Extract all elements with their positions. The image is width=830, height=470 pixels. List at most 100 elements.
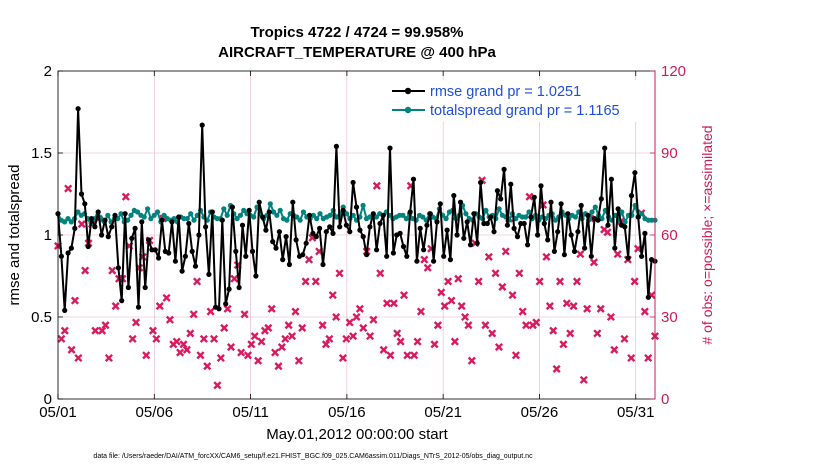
obs-marker-stroke-b — [382, 299, 392, 308]
obs-marker-stroke-b — [77, 220, 86, 229]
obs-marker — [288, 332, 297, 341]
rmse-point — [58, 253, 64, 259]
chart-title-line2: AIRCRAFT_TEMPERATURE @ 400 hPa — [218, 44, 496, 61]
rmse-point — [501, 166, 507, 172]
totalspread-point — [251, 214, 257, 220]
obs-marker — [152, 334, 161, 343]
rmse-point — [256, 199, 262, 205]
obs-marker — [64, 184, 73, 193]
obs-marker — [247, 340, 256, 349]
obs-marker-stroke-b — [413, 337, 422, 346]
x-tick-label-6: 05/31 — [617, 404, 655, 421]
rmse-point — [189, 248, 195, 254]
obs-marker — [522, 321, 531, 330]
rmse-point — [206, 271, 212, 277]
rmse-point — [441, 253, 447, 259]
totalspread-point — [65, 216, 71, 222]
obs-markers — [53, 176, 660, 390]
rmse-point — [156, 255, 162, 261]
totalspread-point — [68, 219, 74, 225]
obs-marker — [481, 321, 490, 330]
rmse-point — [266, 209, 272, 215]
rmse-point — [233, 248, 239, 254]
obs-marker-stroke-b — [342, 334, 351, 343]
obs-marker-stroke-b — [532, 318, 541, 327]
obs-marker — [532, 318, 541, 327]
rmse-point — [196, 232, 202, 238]
rmse-point — [115, 265, 121, 271]
rmse-point — [249, 248, 256, 254]
rmse-point — [575, 229, 581, 235]
obs-marker — [430, 340, 439, 349]
obs-marker-stroke-b — [501, 247, 510, 256]
rmse-point — [367, 224, 373, 230]
rmse-point — [273, 245, 279, 251]
obs-marker-stroke-b — [433, 321, 442, 330]
totalspread-point — [105, 212, 111, 218]
obs-marker-stroke-b — [410, 351, 419, 360]
obs-marker — [355, 304, 364, 313]
right-tick-label-3: 90 — [661, 145, 678, 162]
rmse-point — [199, 122, 205, 128]
obs-marker — [338, 353, 347, 363]
rmse-point — [384, 253, 390, 259]
obs-marker-stroke-b — [101, 321, 110, 330]
obs-marker — [254, 356, 263, 365]
x-tick-label-5: 05/26 — [521, 404, 559, 421]
obs-marker — [389, 299, 398, 308]
rmse-point — [538, 183, 544, 189]
rmse-point — [387, 145, 393, 151]
obs-marker — [562, 299, 571, 308]
totalspread-point — [294, 214, 300, 220]
rmse-point — [608, 176, 615, 182]
obs-marker — [379, 345, 388, 354]
obs-marker — [382, 299, 392, 308]
rmse-point — [457, 199, 464, 205]
obs-marker — [237, 348, 246, 357]
obs-marker-stroke-b — [572, 277, 582, 286]
left-axis-label: rmse and totalspread — [6, 165, 23, 306]
obs-marker-stroke-b — [494, 343, 504, 352]
obs-marker-stroke-b — [176, 348, 185, 357]
obs-marker — [627, 353, 636, 363]
rmse-point — [310, 230, 316, 236]
obs-marker-stroke-b — [474, 277, 483, 286]
obs-marker — [393, 329, 402, 338]
obs-marker — [108, 266, 117, 275]
totalspread-point — [463, 211, 469, 217]
obs-marker — [294, 356, 303, 365]
obs-marker-stroke-b — [535, 277, 544, 286]
obs-marker-stroke-b — [467, 356, 476, 365]
obs-marker-stroke-b — [277, 343, 286, 352]
obs-marker — [545, 302, 554, 311]
obs-marker-stroke-b — [223, 304, 232, 313]
obs-marker — [515, 269, 524, 278]
obs-marker-stroke-b — [379, 345, 388, 354]
rmse-point — [146, 237, 152, 243]
obs-marker-stroke-b — [254, 356, 263, 365]
obs-marker — [457, 302, 466, 311]
rmse-point — [410, 176, 417, 182]
obs-marker-stroke-b — [288, 332, 297, 341]
x-tick-label-0: 05/01 — [39, 404, 77, 421]
obs-marker-stroke-b — [301, 277, 310, 286]
x-tick-label-4: 05/21 — [424, 404, 462, 421]
legend-spread-marker — [404, 106, 412, 114]
obs-marker-stroke-b — [542, 252, 551, 261]
obs-marker-stroke-b — [98, 326, 107, 335]
obs-marker-stroke-b — [518, 307, 527, 316]
rmse-point — [511, 225, 517, 231]
rmse-point — [404, 253, 410, 259]
obs-marker — [281, 334, 290, 343]
obs-marker — [620, 334, 629, 343]
totalspread-point — [274, 212, 280, 218]
rmse-point — [545, 237, 551, 243]
obs-marker-stroke-b — [644, 353, 653, 363]
obs-marker — [220, 323, 229, 332]
obs-marker — [613, 250, 622, 259]
right-tick-label-2: 60 — [661, 227, 678, 244]
left-axis-ticks: 0 0.5 1 1.5 2 — [31, 63, 63, 408]
obs-marker-stroke-b — [243, 351, 253, 360]
rmse-point — [99, 232, 105, 238]
obs-marker-stroke-b — [284, 321, 293, 330]
